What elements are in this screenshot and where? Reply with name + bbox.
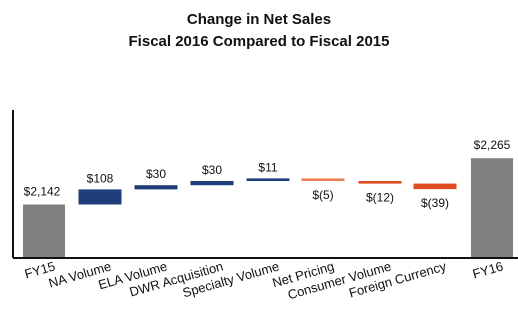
bar-ela-volume <box>134 185 178 190</box>
data-label-layer: $2,142 $108 $30 $30 $11 $(5) $(12) $(39) $2,265 <box>24 138 511 210</box>
bar-layer <box>23 158 513 258</box>
bar-fy15 <box>23 204 65 258</box>
data-label-consumer-volume: $(12) <box>366 191 394 205</box>
data-label-fy16: $2,265 <box>474 138 511 152</box>
data-label-net-pricing: $(5) <box>312 188 333 202</box>
data-label-ela-volume: $30 <box>146 167 166 181</box>
bar-foreign-currency <box>413 183 457 190</box>
chart-subtitle: Fiscal 2016 Compared to Fiscal 2015 <box>128 33 390 50</box>
data-label-specialty-volume: $11 <box>258 160 277 174</box>
data-label-fy15: $2,142 <box>24 185 61 199</box>
data-label-foreign-currency: $(39) <box>421 196 449 210</box>
bar-specialty-volume <box>246 178 290 181</box>
tick-label-fy16: FY16 <box>471 258 505 281</box>
bar-fy16 <box>471 158 513 258</box>
chart-title: Change in Net Sales <box>186 11 332 28</box>
bar-net-pricing <box>301 178 345 181</box>
bar-consumer-volume <box>358 181 402 184</box>
data-label-na-volume: $108 <box>87 171 114 185</box>
data-label-dwr-acquisition: $30 <box>202 163 222 177</box>
bar-na-volume <box>78 189 122 205</box>
bar-dwr-acquisition <box>190 181 234 186</box>
